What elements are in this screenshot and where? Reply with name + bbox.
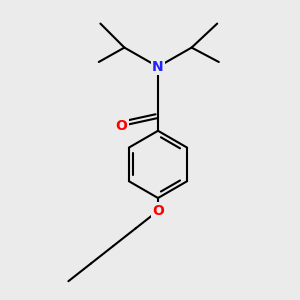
Text: O: O bbox=[152, 204, 164, 218]
Text: O: O bbox=[115, 119, 127, 133]
Text: N: N bbox=[152, 60, 164, 74]
